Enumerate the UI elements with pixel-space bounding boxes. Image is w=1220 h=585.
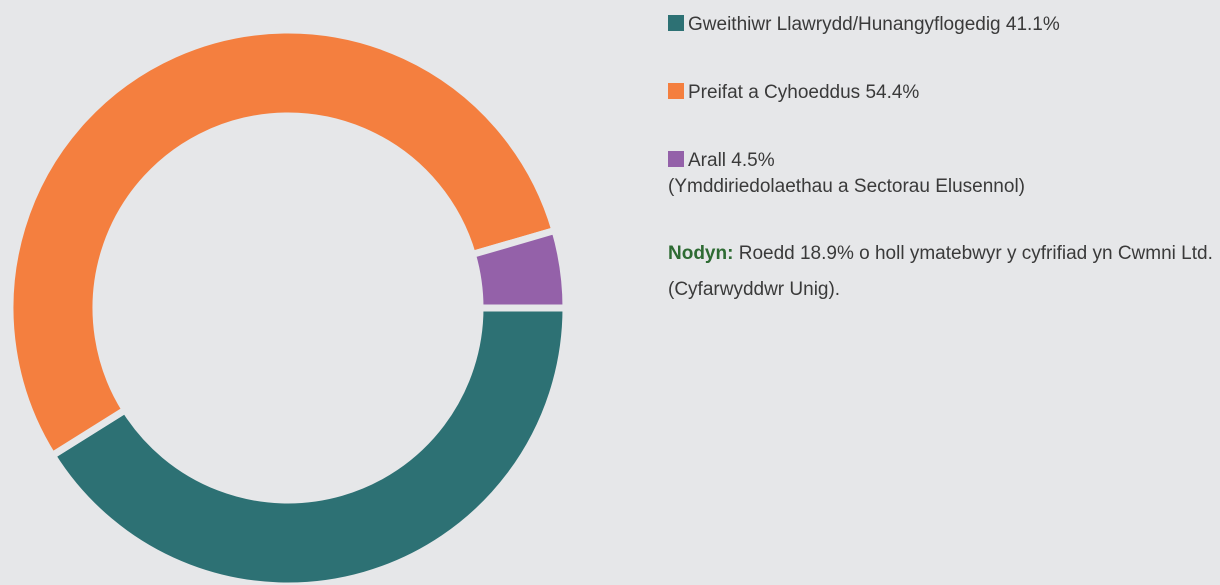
legend-item: Gweithiwr Llawrydd/Hunangyflogedig 41.1% xyxy=(668,12,1213,38)
legend-label: Gweithiwr Llawrydd/Hunangyflogedig xyxy=(688,14,1001,35)
legend-swatch xyxy=(668,151,684,167)
legend-label: Arall xyxy=(688,150,727,171)
legend-annotation: (Ymddiriedolaethau a Sectorau Elusennol) xyxy=(668,176,1025,197)
legend-item: Preifat a Cyhoeddus 54.4% xyxy=(668,80,1213,106)
slice xyxy=(47,304,570,585)
value-label: 54.4% xyxy=(865,82,920,103)
slice xyxy=(6,26,560,461)
legend-swatch xyxy=(668,15,684,31)
note: Nodyn: Roedd 18.9% o holl ymatebwyr y cy… xyxy=(668,236,1213,308)
value-label: 41.1% xyxy=(1005,14,1060,35)
legend-swatch xyxy=(668,83,684,99)
note-text: Roedd 18.9% o holl ymatebwyr y cyfrifiad… xyxy=(668,243,1213,300)
note-label: Nodyn: xyxy=(668,243,734,264)
legend-label: Preifat a Cyhoeddus xyxy=(688,82,861,103)
legend-item: Arall 4.5% (Ymddiriedolaethau a Sectorau … xyxy=(668,148,1213,200)
legend: Gweithiwr Llawrydd/Hunangyflogedig 41.1%… xyxy=(668,12,1213,308)
value-label: 4.5% xyxy=(731,150,775,171)
slice xyxy=(468,226,570,312)
